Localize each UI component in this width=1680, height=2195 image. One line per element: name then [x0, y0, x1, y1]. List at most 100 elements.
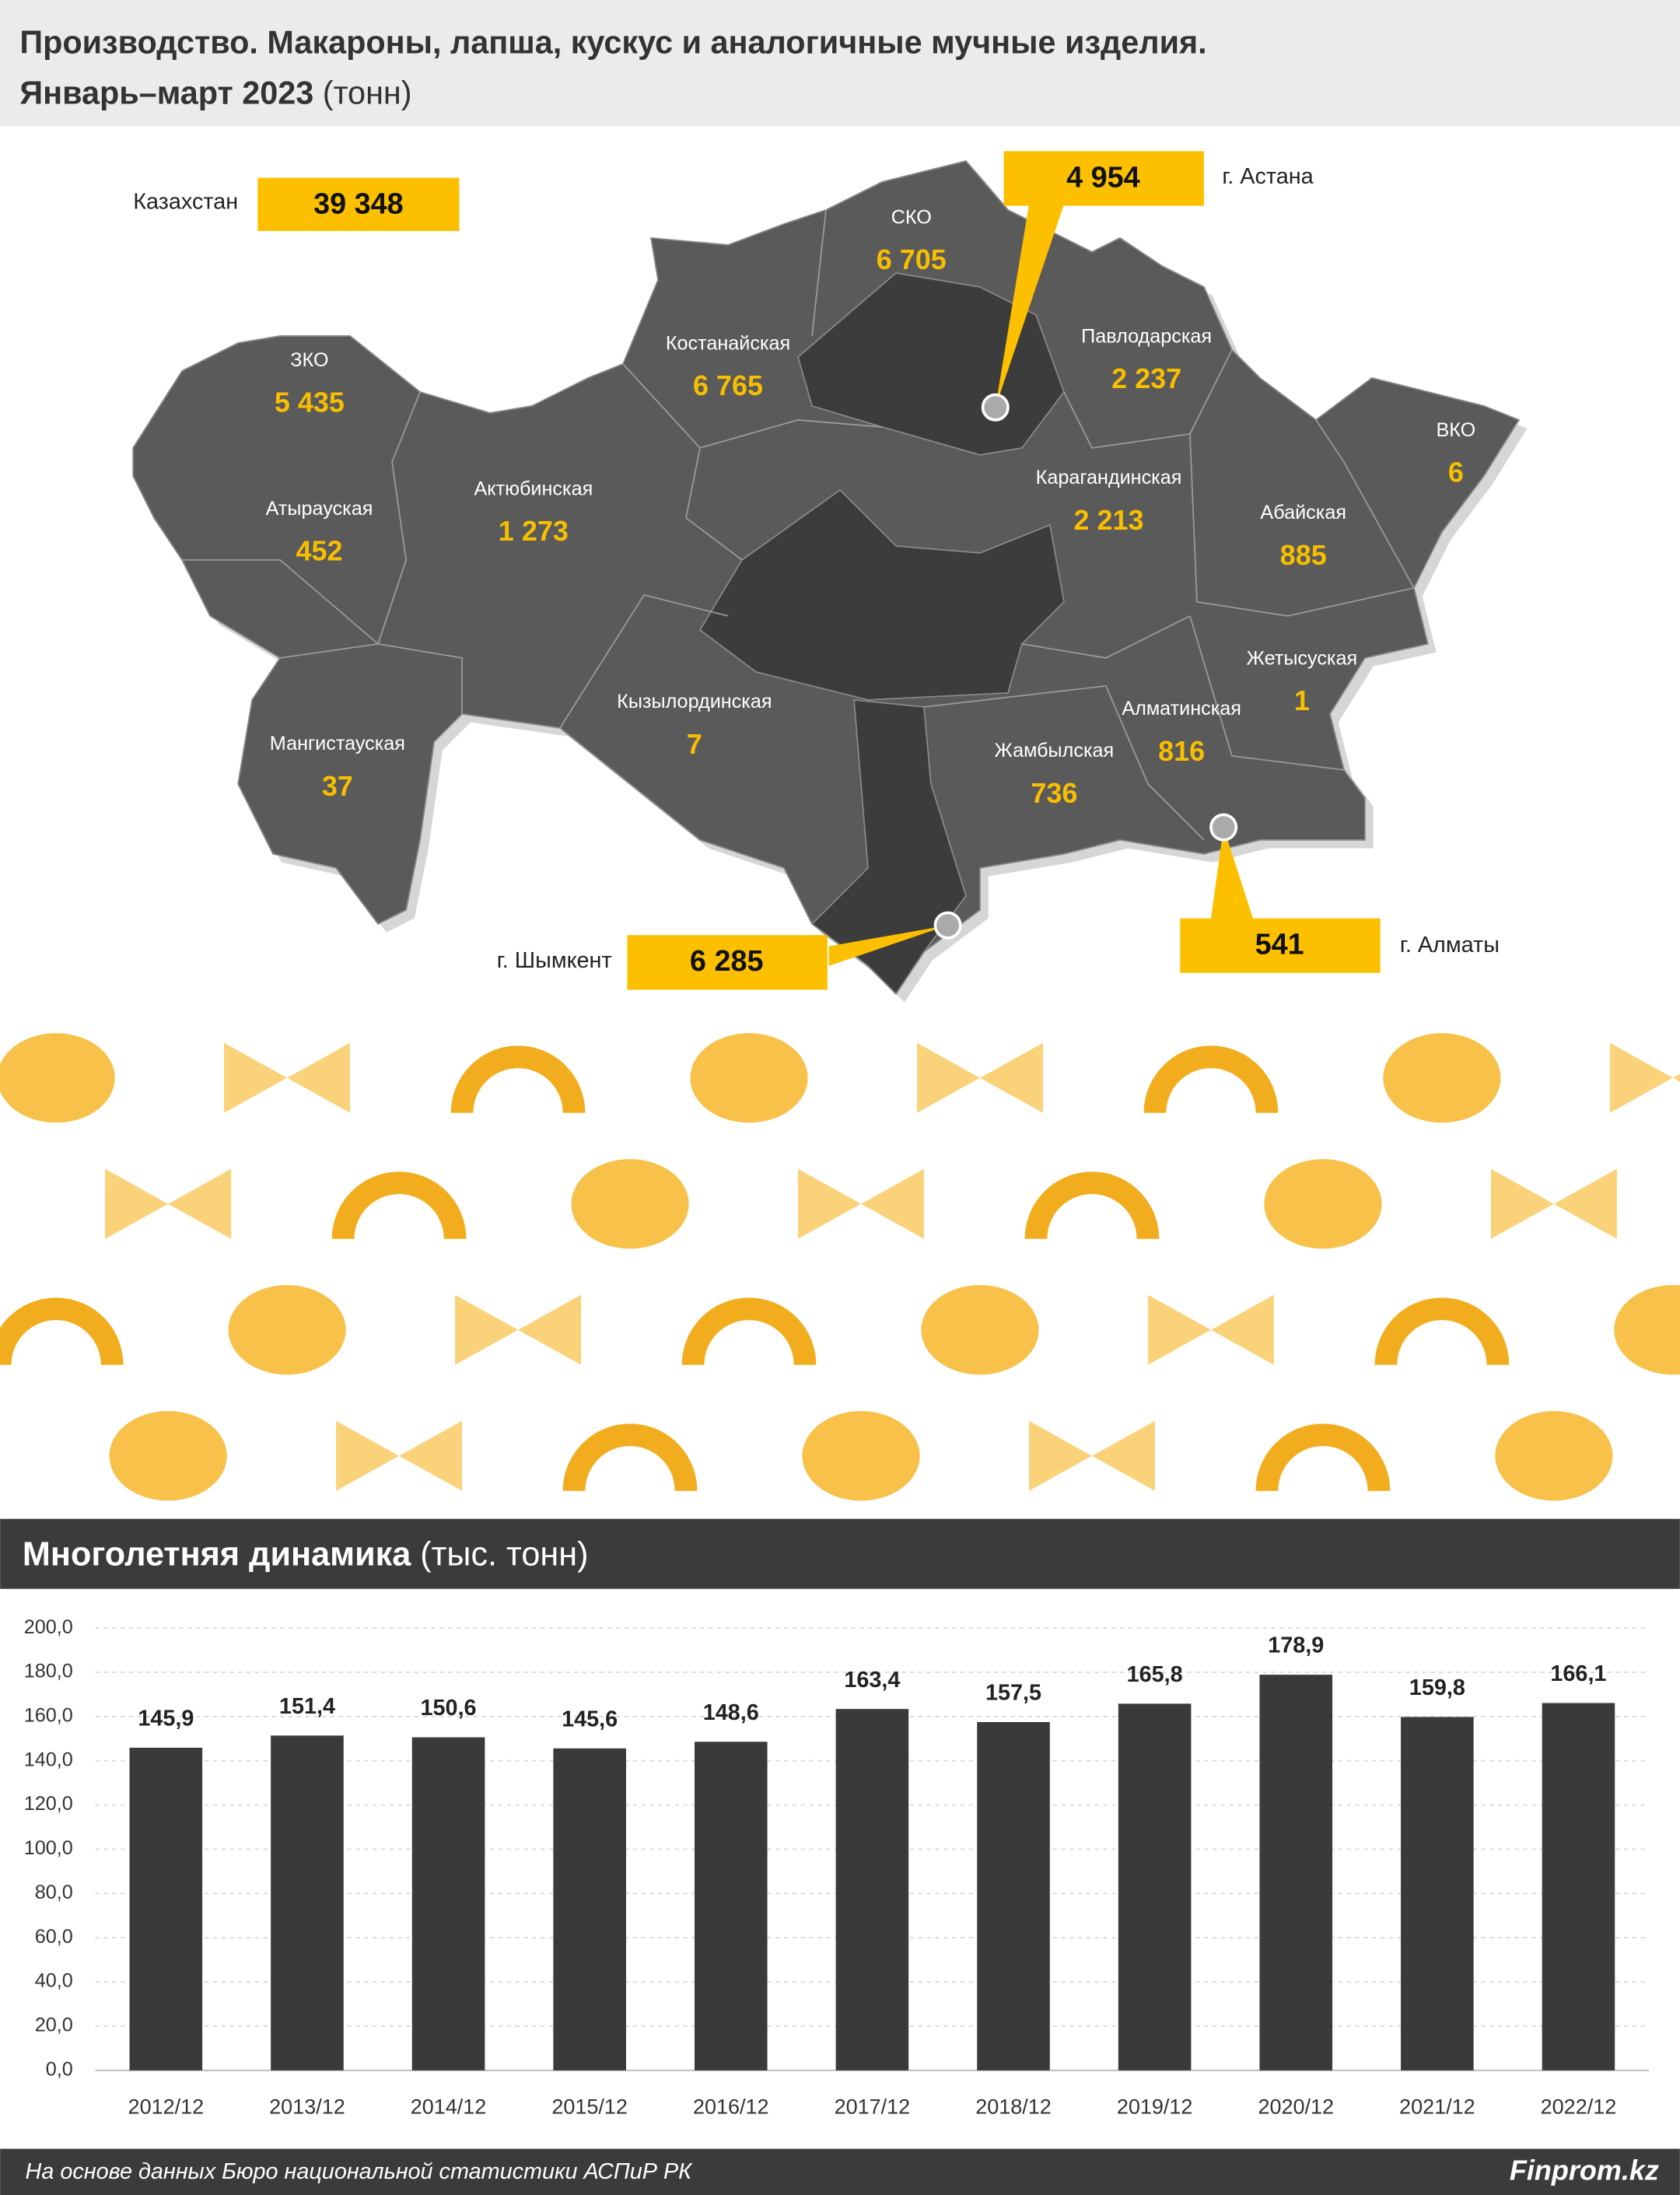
pasta-elbow — [0, 1297, 124, 1366]
y-tick-label: 140,0 — [24, 1749, 73, 1770]
bar — [553, 1748, 626, 2071]
border — [376, 391, 463, 714]
value-label: 165,8 — [1127, 1662, 1183, 1687]
city-value: 541 — [1255, 929, 1304, 961]
border — [699, 419, 883, 449]
x-tick-label: 2013/12 — [269, 2095, 345, 2119]
y-tick-label: 100,0 — [24, 1837, 73, 1859]
y-tick-label: 120,0 — [24, 1793, 73, 1815]
border — [559, 593, 729, 729]
bar — [271, 1735, 344, 2071]
region-name: Павлодарская — [1081, 325, 1212, 347]
callout-pointer — [1210, 827, 1253, 919]
subtitle-unit: (тонн) — [323, 75, 412, 110]
region-name: Кызылординская — [617, 691, 772, 712]
pasta-shell — [921, 1285, 1039, 1375]
region-value: 885 — [1280, 539, 1327, 571]
city-box — [627, 935, 828, 990]
total-box — [257, 177, 460, 231]
pasta-shell — [571, 1159, 689, 1249]
x-tick-label: 2020/12 — [1258, 2095, 1334, 2119]
city-box — [1003, 151, 1204, 206]
region-name: ЗКО — [290, 349, 328, 371]
region-name: Карагандинская — [1036, 467, 1182, 488]
header-bg — [0, 0, 1680, 126]
bar — [1118, 1703, 1192, 2071]
y-tick-label: 200,0 — [24, 1616, 73, 1638]
border — [1189, 615, 1345, 771]
pasta-elbow — [450, 1045, 586, 1114]
pasta-elbow — [681, 1297, 817, 1366]
region-value: 736 — [1031, 777, 1077, 809]
y-tick-label: 20,0 — [35, 2015, 73, 2036]
y-tick-label: 180,0 — [24, 1661, 73, 1682]
pasta-shell — [0, 1033, 115, 1123]
region-value: 6 — [1448, 457, 1464, 488]
chart-title-main: Многолетняя динамика — [23, 1536, 411, 1574]
total-value: 39 348 — [313, 188, 404, 221]
border — [811, 209, 827, 337]
pasta-shell — [1264, 1159, 1382, 1249]
pasta-shell — [1495, 1411, 1613, 1501]
region-name: Алматинская — [1122, 698, 1241, 719]
x-tick-label: 2022/12 — [1541, 2095, 1617, 2119]
y-tick-label: 160,0 — [24, 1705, 73, 1727]
x-tick-label: 2012/12 — [128, 2095, 205, 2119]
callout-pointer — [995, 204, 1064, 408]
region-name: Атырауская — [266, 498, 373, 520]
region-value: 37 — [322, 770, 353, 802]
value-label: 157,5 — [985, 1681, 1041, 1706]
border — [182, 558, 380, 659]
value-label: 150,6 — [421, 1696, 477, 1721]
region-name: Актюбинская — [474, 478, 593, 500]
y-tick-label: 40,0 — [35, 1970, 73, 1992]
value-label: 166,1 — [1550, 1661, 1606, 1686]
city-name: г. Астана — [1222, 164, 1313, 189]
x-tick-label: 2014/12 — [411, 2095, 487, 2119]
pasta-elbow — [1143, 1045, 1279, 1114]
pasta-elbow — [1255, 1423, 1391, 1492]
pasta-bow — [1490, 1168, 1617, 1239]
bar — [1542, 1703, 1615, 2071]
city-value: 6 285 — [690, 945, 764, 978]
value-label: 151,4 — [279, 1694, 335, 1719]
value-label: 148,6 — [703, 1700, 759, 1725]
value-label: 163,4 — [844, 1668, 900, 1693]
footer-bg — [0, 2148, 1680, 2195]
bar — [835, 1709, 909, 2071]
region-value: 452 — [296, 534, 342, 566]
pasta-elbow — [1374, 1297, 1510, 1366]
border — [1063, 349, 1233, 449]
border — [1021, 615, 1191, 659]
pasta-bow — [455, 1294, 582, 1365]
pasta-bow — [224, 1042, 351, 1113]
pasta-bow — [1609, 1042, 1680, 1113]
chart-title-unit: (тыс. тонн) — [420, 1536, 588, 1574]
value-label: 159,8 — [1409, 1675, 1465, 1700]
pasta-shell — [109, 1411, 227, 1501]
dark-region — [698, 488, 1065, 701]
bar — [694, 1742, 768, 2071]
region-value: 5 435 — [275, 387, 345, 418]
region-name: Мангистауская — [270, 733, 405, 754]
region-value: 6 705 — [877, 243, 947, 275]
total-name: Казахстан — [133, 190, 238, 215]
region-value: 7 — [687, 728, 702, 760]
region-name: СКО — [891, 206, 932, 228]
footer-source: На основе данных Бюро национальной стати… — [26, 2159, 694, 2184]
border — [622, 363, 743, 561]
x-tick-label: 2021/12 — [1399, 2095, 1475, 2119]
city-dot — [933, 911, 962, 940]
value-label: 145,6 — [562, 1707, 618, 1731]
pasta-bow — [105, 1168, 232, 1239]
region-value: 1 273 — [499, 515, 569, 547]
y-tick-label: 0,0 — [46, 2058, 73, 2080]
pasta-elbow — [331, 1171, 467, 1240]
value-label: 178,9 — [1268, 1633, 1324, 1658]
y-tick-label: 80,0 — [35, 1882, 73, 1903]
chart-header-bg — [0, 1518, 1680, 1589]
region-name: Костанайская — [666, 332, 790, 354]
city-box — [1180, 918, 1381, 973]
city-dot — [981, 393, 1010, 422]
